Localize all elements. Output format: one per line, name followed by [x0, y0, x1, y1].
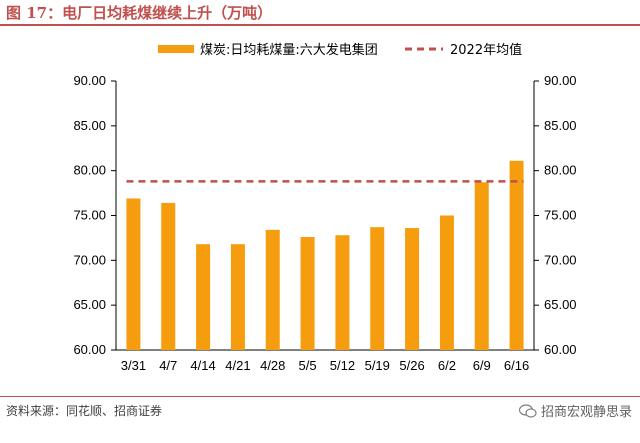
- footer-divider: [0, 396, 640, 397]
- y-tick-label: 75.00: [73, 208, 106, 223]
- bar-chart: 煤炭:日均耗煤量:六大发电集团 2022年均值 60.00 65.00 70.00 7…: [73, 42, 576, 373]
- y2-tick-label: 70.00: [544, 252, 577, 267]
- bar: [161, 202, 176, 350]
- watermark: 招商宏观静思录: [518, 401, 632, 420]
- x-tick-label: 4/21: [225, 358, 250, 373]
- bar: [439, 215, 454, 350]
- bar: [230, 244, 245, 350]
- bar: [126, 198, 141, 350]
- y-tick-label: 80.00: [73, 163, 106, 178]
- bar: [509, 160, 524, 350]
- legend-label-reference: 2022年均值: [450, 42, 522, 58]
- y2-tick-label: 60.00: [544, 342, 577, 357]
- x-tick-label: 6/9: [473, 358, 491, 373]
- y2-tick-label: 85.00: [544, 118, 577, 133]
- title-divider: [0, 24, 640, 26]
- chart-axes: 60.00 65.00 70.00 75.00 80.00 85.00 90.00 60.00…: [73, 73, 576, 357]
- legend-label-bar: 煤炭:日均耗煤量:六大发电集团: [200, 42, 378, 58]
- x-tick-label: 6/16: [504, 358, 529, 373]
- y2-tick-label: 65.00: [544, 297, 577, 312]
- source-note: 资料来源：同花顺、招商证券: [6, 404, 163, 418]
- bar: [196, 244, 211, 350]
- legend-swatch-bar: [158, 45, 194, 53]
- wechat-icon: [518, 403, 537, 418]
- y-tick-label: 85.00: [73, 118, 106, 133]
- x-tick-label: 5/26: [399, 358, 424, 373]
- y2-tick-label: 75.00: [544, 208, 577, 223]
- x-tick-label: 4/14: [190, 358, 215, 373]
- x-tick-label: 5/19: [365, 358, 390, 373]
- y2-tick-label: 90.00: [544, 73, 577, 88]
- y-tick-label: 70.00: [73, 252, 106, 267]
- y-tick-label: 60.00: [73, 342, 106, 357]
- x-tick-label: 5/12: [330, 358, 355, 373]
- y-tick-label: 65.00: [73, 297, 106, 312]
- chart-bars: [126, 160, 524, 350]
- x-tick-label: 4/28: [260, 358, 285, 373]
- watermark-text: 招商宏观静思录: [540, 405, 632, 420]
- y-tick-label: 90.00: [73, 73, 106, 88]
- bar: [474, 182, 489, 350]
- x-tick-label: 6/2: [438, 358, 456, 373]
- bar: [370, 227, 385, 350]
- bar: [405, 228, 420, 350]
- bar: [335, 235, 350, 350]
- bar: [265, 229, 280, 350]
- y2-tick-label: 80.00: [544, 163, 577, 178]
- chart-legend: 煤炭:日均耗煤量:六大发电集团 2022年均值: [158, 42, 522, 58]
- x-tick-label: 5/5: [299, 358, 317, 373]
- x-axis-labels: 3/31 4/7 4/14 4/21 4/28 5/5 5/12 5/19 5/26 6/2 6/9…: [121, 358, 529, 373]
- figure-title: 图 17：电厂日均耗煤继续上升（万吨）: [6, 4, 273, 22]
- bar: [300, 237, 315, 350]
- x-tick-label: 4/7: [159, 358, 177, 373]
- x-tick-label: 3/31: [121, 358, 146, 373]
